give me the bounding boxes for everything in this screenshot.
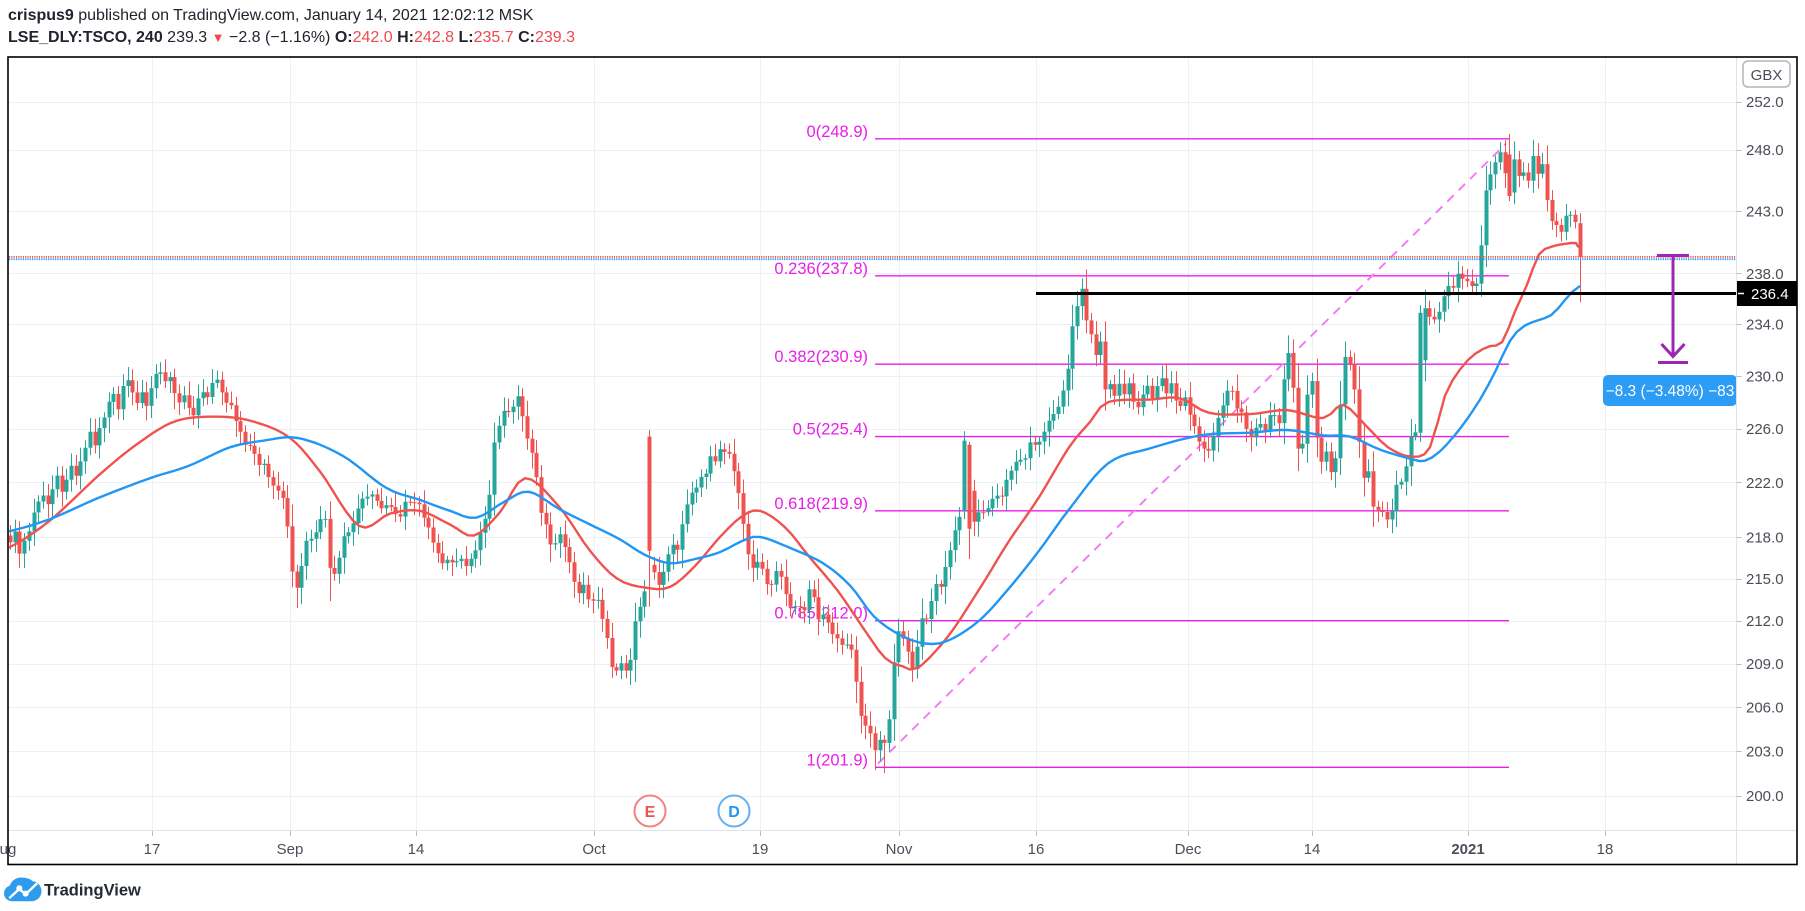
- svg-text:E: E: [645, 804, 656, 821]
- svg-text:206.0: 206.0: [1746, 700, 1784, 717]
- svg-text:226.0: 226.0: [1746, 421, 1784, 438]
- svg-text:Oct: Oct: [582, 841, 606, 858]
- svg-text:Dec: Dec: [1175, 841, 1202, 858]
- svg-text:200.0: 200.0: [1746, 788, 1784, 805]
- svg-text:GBX: GBX: [1751, 67, 1783, 84]
- svg-text:0.5(225.4): 0.5(225.4): [793, 421, 868, 439]
- svg-text:Nov: Nov: [886, 841, 913, 858]
- svg-text:203.0: 203.0: [1746, 744, 1784, 761]
- svg-text:0.382(230.9): 0.382(230.9): [774, 348, 868, 366]
- svg-text:0.618(219.9): 0.618(219.9): [774, 495, 868, 513]
- svg-text:18: 18: [1597, 841, 1614, 858]
- svg-text:252.0: 252.0: [1746, 94, 1784, 111]
- svg-text:0(248.9): 0(248.9): [807, 123, 868, 141]
- svg-text:19: 19: [752, 841, 769, 858]
- svg-text:14: 14: [1304, 841, 1321, 858]
- svg-text:0.236(237.8): 0.236(237.8): [774, 260, 868, 278]
- svg-text:2021: 2021: [1451, 841, 1484, 858]
- svg-text:−8.3 (−3.48%) −83: −8.3 (−3.48%) −83: [1606, 383, 1735, 400]
- svg-text:D: D: [728, 804, 740, 821]
- svg-text:1(201.9): 1(201.9): [807, 751, 868, 769]
- svg-text:14: 14: [408, 841, 425, 858]
- svg-text:212.0: 212.0: [1746, 613, 1784, 630]
- svg-text:218.0: 218.0: [1746, 529, 1784, 546]
- svg-text:238.0: 238.0: [1746, 266, 1784, 283]
- svg-text:222.0: 222.0: [1746, 475, 1784, 492]
- svg-text:209.0: 209.0: [1746, 656, 1784, 673]
- svg-text:236.4: 236.4: [1751, 286, 1789, 303]
- svg-text:248.0: 248.0: [1746, 142, 1784, 159]
- svg-text:0.785(212.0): 0.785(212.0): [774, 605, 868, 623]
- svg-text:17: 17: [144, 841, 161, 858]
- svg-text:16: 16: [1028, 841, 1045, 858]
- svg-text:TradingView: TradingView: [44, 882, 141, 900]
- svg-text:230.0: 230.0: [1746, 369, 1784, 386]
- svg-text:243.0: 243.0: [1746, 203, 1784, 220]
- svg-text:215.0: 215.0: [1746, 571, 1784, 588]
- svg-text:234.0: 234.0: [1746, 317, 1784, 334]
- svg-text:Sep: Sep: [277, 841, 304, 858]
